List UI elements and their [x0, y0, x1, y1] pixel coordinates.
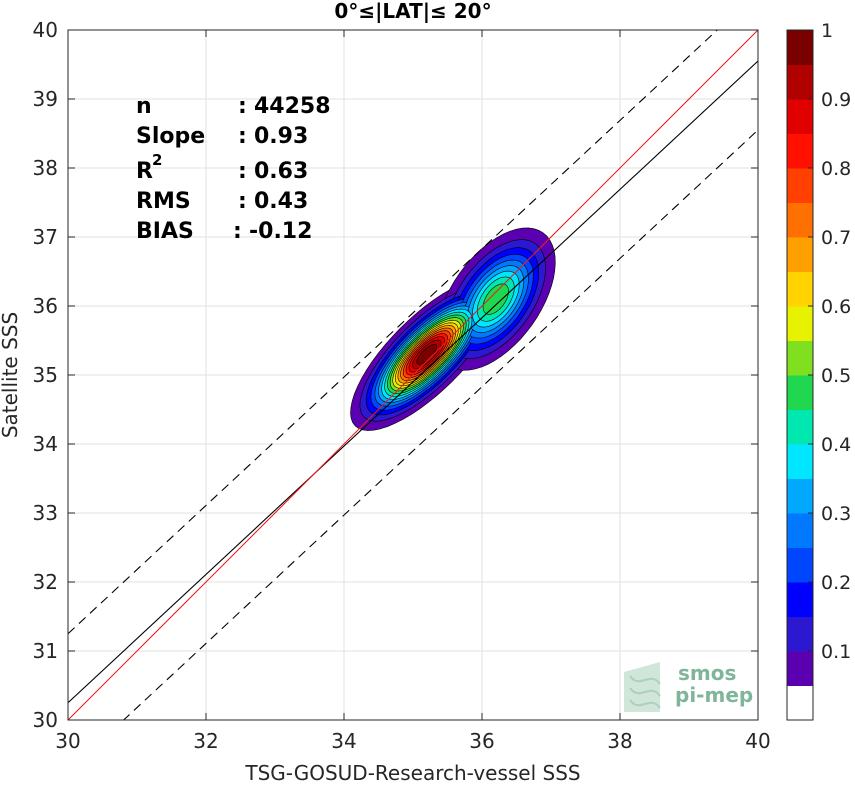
regression-lines: [68, 30, 758, 720]
y-axis-label: Satellite SSS: [0, 312, 22, 438]
colorbar-segment: [787, 99, 813, 134]
colorbar-segment: [787, 340, 813, 376]
colorbar-segment: [787, 513, 813, 548]
y-tick-label: 31: [33, 639, 58, 663]
y-tick-label: 38: [33, 156, 58, 180]
axis-ticks: 30 32 34 36 38 40 30 31 32 33 34 35 36 37 38 39 40: [33, 18, 771, 753]
stat-rms-label: RMS: [136, 189, 191, 214]
y-tick-label: 34: [33, 432, 58, 456]
x-tick-label: 36: [469, 729, 494, 753]
colorbar-segment: [787, 168, 813, 203]
stat-rms-sep: :: [238, 189, 247, 214]
colorbar-segment: [787, 409, 813, 445]
stat-bias-sep: :: [233, 219, 242, 244]
fit-line: [68, 60, 758, 704]
colorbar-tick-label: 0.8: [821, 158, 851, 180]
x-axis-label: TSG-GOSUD-Research-vessel SSS: [244, 761, 580, 784]
colorbar-tick-label: 0.2: [821, 572, 851, 594]
density-contours: [350, 227, 556, 431]
stat-slope-sep: :: [238, 124, 247, 149]
identity-line: [68, 30, 758, 720]
colorbar-segment: [787, 64, 813, 100]
colorbar-tick-label: 0.1: [821, 641, 851, 663]
stat-bias-value: -0.12: [249, 219, 312, 244]
stat-r2-value: 0.63: [254, 159, 308, 184]
stat-slope-label: Slope: [136, 124, 205, 149]
colorbar-segment: [787, 478, 813, 514]
stat-bias-label: BIAS: [136, 219, 194, 244]
logo-line-1: smos: [678, 661, 736, 685]
y-tick-label: 35: [33, 363, 58, 387]
stat-r2-superscript: 2: [152, 151, 162, 169]
logo-wave-icon: [624, 662, 661, 712]
stats-box: n : 44258 Slope : 0.93 R 2 : 0.63 RMS : …: [136, 94, 331, 244]
contour-band: [416, 343, 438, 365]
logo-line-2: pi-mep: [675, 683, 753, 707]
stat-n-label: n: [136, 94, 152, 119]
stat-rms-value: 0.43: [254, 189, 308, 214]
colorbar-segment: [787, 202, 813, 238]
colorbar-segment: [787, 444, 813, 479]
x-tick-label: 40: [745, 729, 770, 753]
colorbar-segment: [787, 547, 813, 583]
contour-band: [482, 283, 509, 315]
y-tick-label: 36: [33, 294, 58, 318]
y-tick-label: 40: [33, 18, 58, 42]
smos-pi-mep-logo: smos pi-mep: [624, 661, 753, 712]
colorbar-segment: [787, 651, 813, 686]
colorbar-tick-label: 0.6: [821, 296, 851, 318]
colorbar-tick-label: 0.9: [821, 89, 851, 111]
contour-level: [416, 343, 438, 365]
grid: [67, 29, 759, 721]
colorbar-segment: [787, 271, 813, 307]
upper-bound-line: [68, 30, 719, 635]
y-tick-label: 32: [33, 570, 58, 594]
colorbar-segment: [787, 616, 813, 652]
y-tick-label: 30: [33, 708, 58, 732]
colorbar-tick-label: 0.7: [821, 227, 851, 249]
y-tick-label: 39: [33, 87, 58, 111]
colorbar-tick-label: 0.4: [821, 434, 851, 456]
x-tick-label: 34: [331, 729, 356, 753]
colorbar-segment: [787, 685, 813, 721]
x-tick-label: 38: [607, 729, 632, 753]
stat-slope-value: 0.93: [254, 124, 308, 149]
stat-r2-label: R: [136, 159, 153, 184]
colorbar-segment: [787, 375, 813, 410]
stat-n-sep: :: [238, 94, 247, 119]
x-tick-label: 32: [193, 729, 218, 753]
stat-n-value: 44258: [254, 94, 331, 119]
colorbar-segment: [787, 133, 813, 169]
colorbar-segment: [787, 306, 813, 341]
y-tick-label: 33: [33, 501, 58, 525]
x-tick-label: 30: [55, 729, 80, 753]
colorbar-segment: [787, 30, 813, 65]
colorbar-tick-label: 0.5: [821, 365, 851, 387]
chart-title: 0°≤|LAT|≤ 20°: [334, 0, 491, 23]
colorbar: 0.1 0.2 0.3 0.4 0.5 0.6 0.7 0.8 0.9 1: [786, 20, 851, 721]
y-tick-label: 37: [33, 225, 58, 249]
lower-bound-line: [122, 129, 758, 720]
colorbar-tick-label: 1: [821, 20, 833, 42]
stat-r2-sep: :: [238, 159, 247, 184]
colorbar-segment: [787, 582, 813, 617]
colorbar-tick-label: 0.3: [821, 503, 851, 525]
colorbar-segment: [787, 237, 813, 272]
